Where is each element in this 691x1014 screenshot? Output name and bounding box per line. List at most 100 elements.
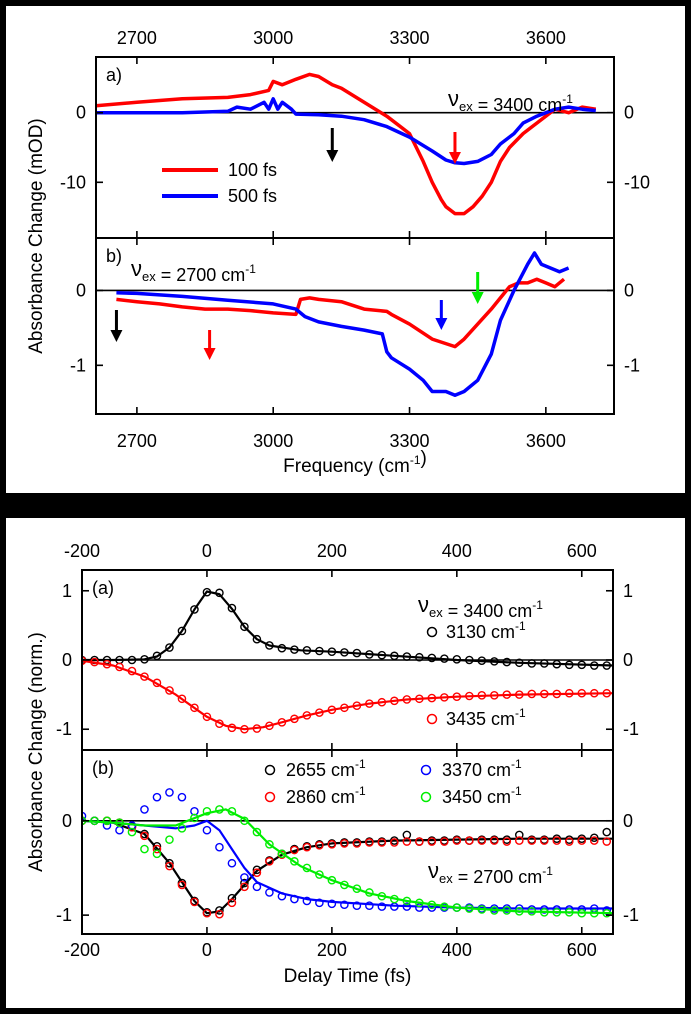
series-3450-cm-1-point [215,805,224,814]
y-tick-label-left: -1 [56,905,72,925]
series-2860-cm-1-point [452,836,462,845]
y-tick-label-right: -10 [624,172,650,192]
series-2655-cm-1-fit-line [82,819,613,915]
series-3435-cm-1-point [215,719,224,728]
series-3370-cm-1-point [365,901,374,910]
x-axis-title: Delay Time (fs) [284,966,412,987]
series-2860-cm-1-point [265,857,274,866]
x-tick-label-top: 3300 [390,28,430,48]
series-3435-cm-1-point [227,723,237,733]
series-3435-cm-1-point [202,712,212,722]
series-3435-cm-1-point [140,672,149,681]
series-100-fs-line [96,72,597,216]
series-2860-cm-1-point [589,836,599,845]
series-2860-cm-1-point [340,839,349,848]
series-3130-cm-1-point [477,656,487,665]
series-3370-cm-1-point [202,825,212,835]
series-3130-cm-1-point [440,654,449,663]
series-3370-cm-1-point [377,902,387,911]
x-tick-label-top: 3000 [253,28,293,48]
series-3130-cm-1-point [577,660,587,670]
x-tick-label-bottom: 3600 [526,431,566,451]
series-2860-cm-1-point [415,837,424,846]
series-3435-cm-1-point [302,711,312,720]
series-3450-cm-1-point [177,824,187,833]
series-3130-cm-1-point [465,655,474,665]
series-3370-cm-1-point [415,903,424,912]
x-tick-label-top: 2700 [117,28,157,48]
series-3435-cm-1-point [589,688,599,698]
legend-label: 3435 cm-1 [446,706,526,729]
series-2860-cm-1-point [165,861,174,871]
x-tick-label-bottom: 400 [442,940,472,960]
series-3130-cm-1-point [240,622,249,632]
series-2860-cm-1-point [352,839,362,848]
series-2860-cm-1-point [315,841,324,850]
series-2860-cm-1-point [302,842,312,852]
series-3450-cm-1-point [127,827,137,837]
y-tick-label-left: 0 [62,650,72,670]
series-3130-cm-1-point [502,657,512,667]
x-tick-label-bottom: 200 [317,940,347,960]
series-2655-cm-1-point [589,833,599,843]
series-3130-cm-1-point [340,648,349,657]
series-3450-cm-1-point [564,907,574,917]
series-3435-cm-1-point [377,697,387,707]
series-3450-cm-1-point [190,813,199,823]
series-3450-cm-1-point [202,807,212,816]
series-2860-cm-1-point [564,837,574,846]
x-tick-label-top: 600 [567,541,597,561]
series-3435-cm-1-point [240,724,249,734]
x-tick-label-bottom: 3300 [390,431,430,451]
series-3130-cm-1-point [427,653,437,663]
x-tick-label-bottom: 600 [567,940,597,960]
figure-2-background [6,518,685,1008]
series-3450-cm-1-point [577,908,587,918]
series-3435-cm-1-point [415,694,424,704]
series-2860-cm-1-point [365,838,374,847]
x-axis-title: Frequency (cm-1) [283,448,427,477]
series-3450-cm-1-point [377,891,387,901]
y-tick-label-left: 0 [76,280,86,300]
panel-label: b) [106,246,122,266]
series-2860-cm-1-point [402,837,412,846]
series-3370-cm-1-point [152,792,162,802]
series-2860-cm-1-point [539,836,549,845]
series-500-fs-line [96,97,596,166]
series-3130-cm-1-point [452,655,462,664]
series-3435-cm-1-point [390,696,399,706]
series-3370-cm-1-point [290,894,299,904]
series-3450-cm-1-point [352,884,362,894]
series-3435-cm-1-point [115,662,124,672]
series-3130-cm-1-point [552,659,562,669]
data-layer [82,587,613,734]
series-3130-cm-1-point [302,646,312,655]
series-3370-cm-1-point [302,896,312,906]
series-3370-cm-1-point [539,905,549,914]
series-3450-cm-1-point [415,898,424,908]
series-3370-cm-1-point [277,891,287,901]
y-tick-label-right: -1 [623,719,639,739]
series-3450-cm-1-point [602,908,612,918]
y-tick-label-left: -10 [60,172,86,192]
series-3370-cm-1-point [352,901,362,910]
series-3435-cm-1-point [165,686,174,695]
data-layer [96,72,597,216]
series-3130-cm-1-point [527,659,537,668]
series-3435-cm-1-point [539,689,549,699]
y-tick-label-left: 0 [62,811,72,831]
series-3130-cm-1-point [514,658,524,668]
series-3450-cm-1-point [514,907,524,916]
panel-label: (a) [92,578,114,598]
y-tick-label-right: 0 [624,103,634,123]
panel-a: 1 1 0 0 -1 -1 (a) νex = 3400 cm-1 [56,569,639,751]
series-3130-cm-1-point [402,652,412,661]
y-tick-label-left: -1 [70,355,86,375]
figure-1-background [6,6,685,493]
panel-b: 0 0 -1 -1 (b) νex = 2700 cm-1 [56,749,639,935]
series-2860-cm-1-point [252,868,262,877]
x-tick-label-top: -200 [64,541,100,561]
series-3450-cm-1-point [365,888,374,897]
series-3435-cm-1-point [452,692,462,701]
series-3130-cm-1-point [290,645,299,654]
